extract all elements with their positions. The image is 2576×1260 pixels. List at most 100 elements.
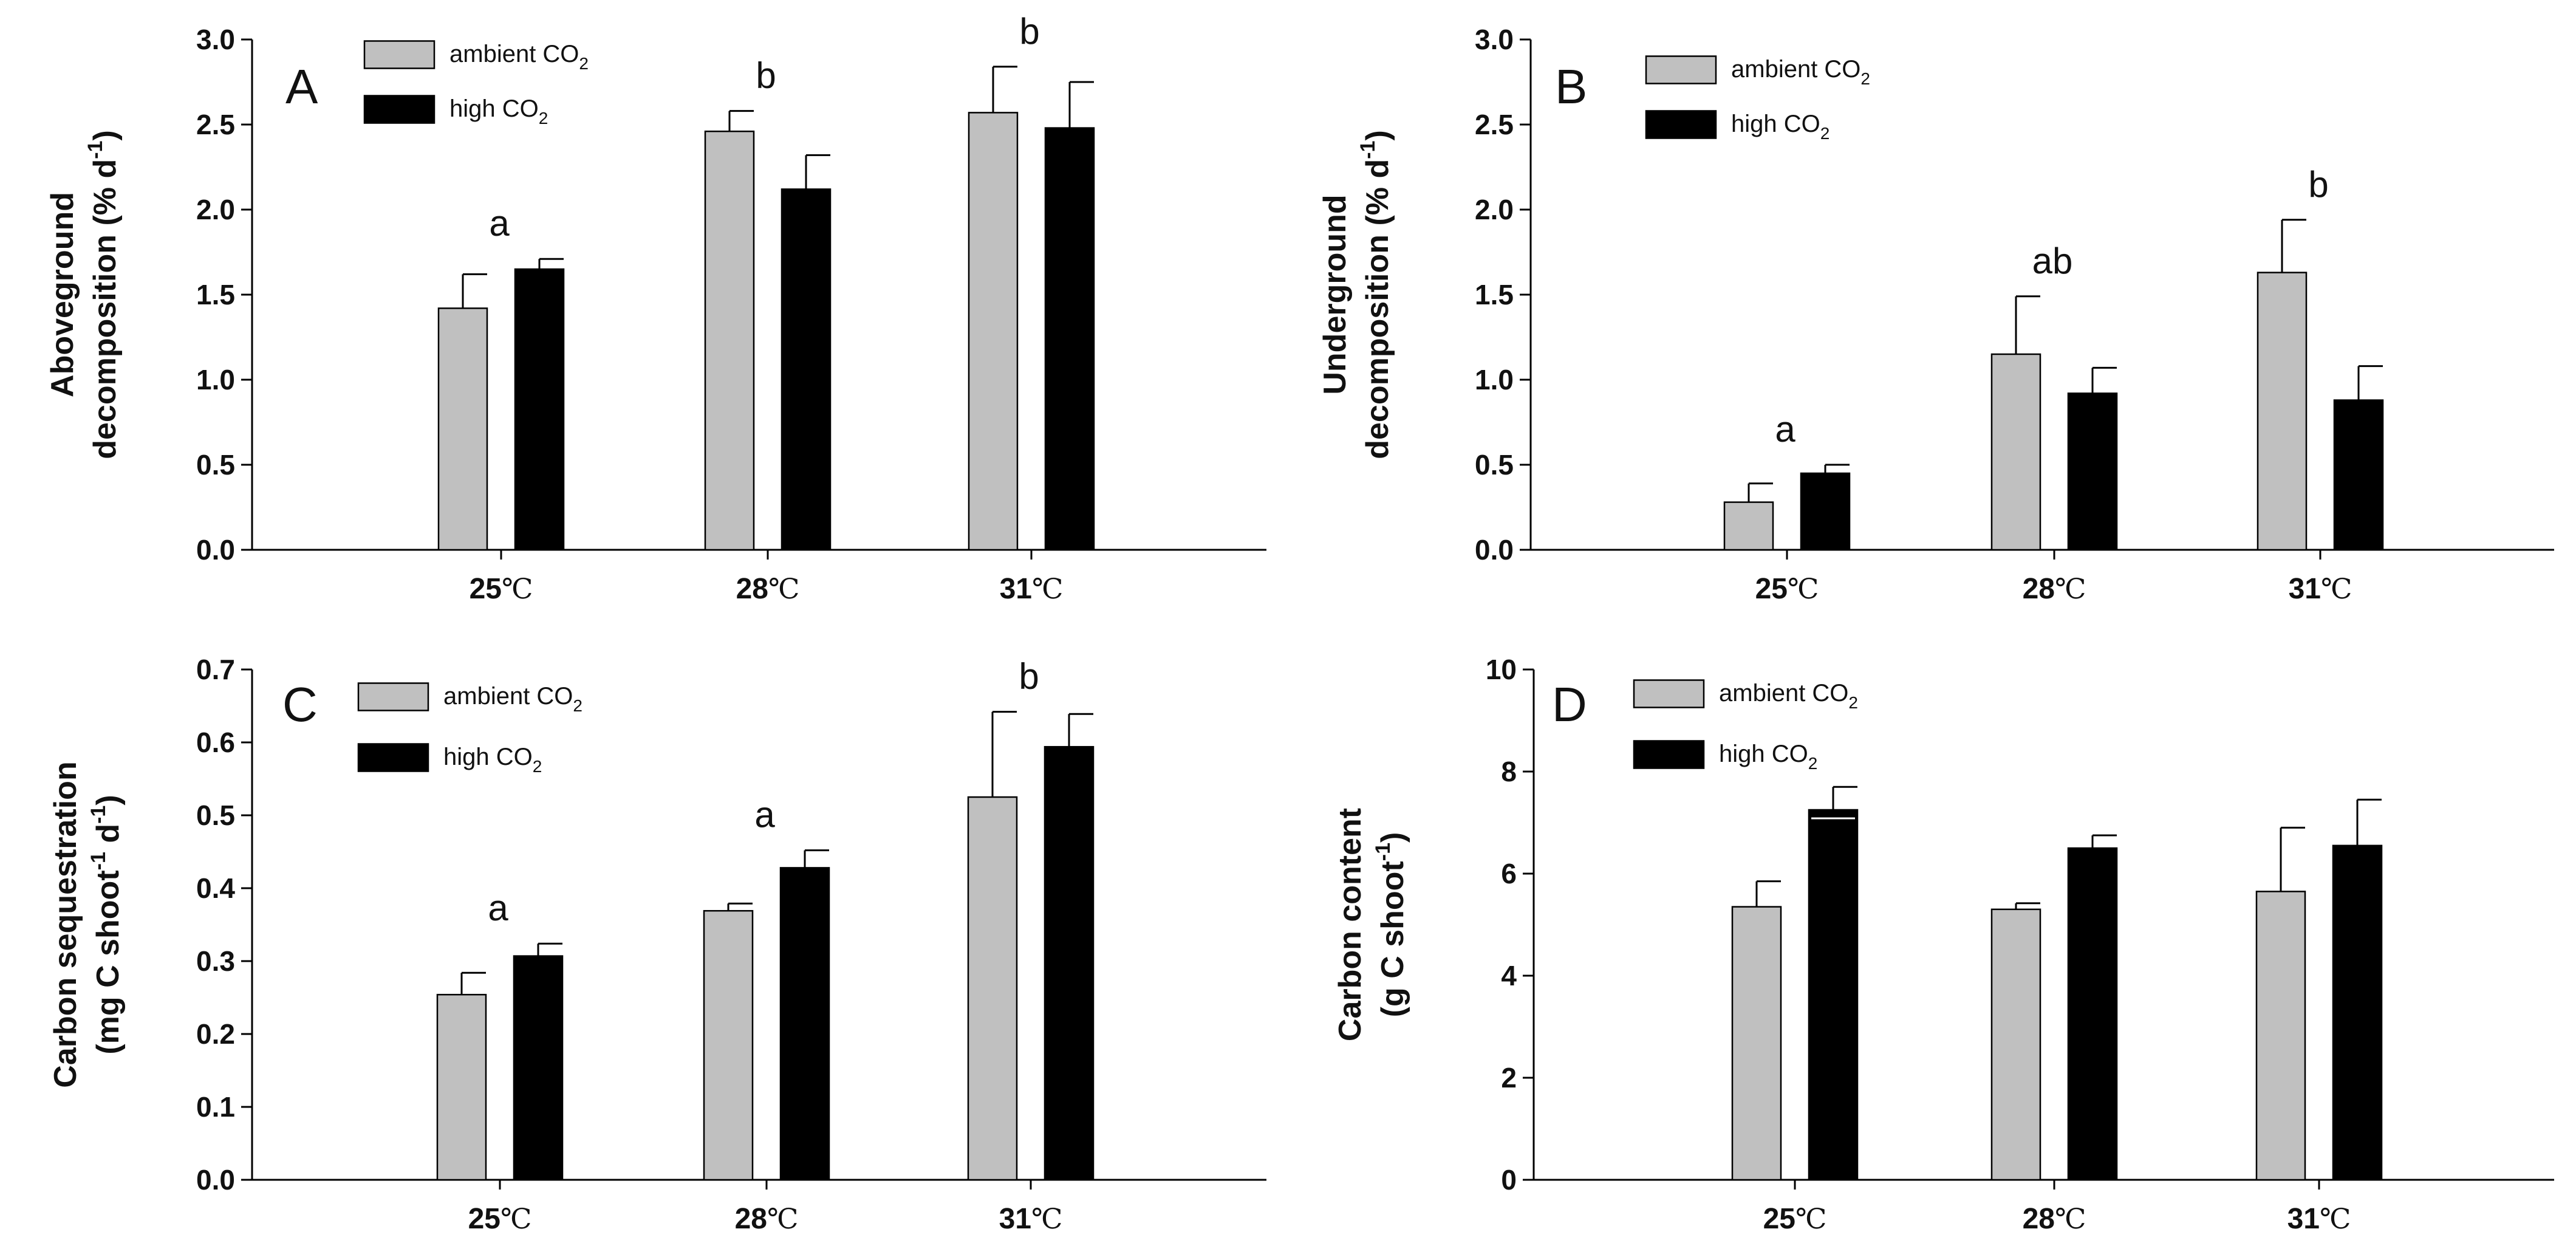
x-tick-label-number: 25	[1763, 1203, 1795, 1235]
y-axis-label-text: )	[1375, 832, 1410, 843]
legend-label: high CO2	[449, 95, 548, 128]
y-axis-label: Carbon sequestration (mg C shoot-1 d-1)	[48, 761, 126, 1087]
legend-label: high CO2	[1719, 741, 1817, 773]
y-axis-label-line2: (g C shoot-1)	[1372, 832, 1410, 1018]
x-tick-label-unit: ℃	[2055, 1202, 2086, 1235]
bar-ambient-31	[968, 112, 1019, 551]
significance-label: b	[1019, 656, 1039, 697]
y-tick-label: 0.5	[1475, 449, 1514, 481]
y-tick-label: 0	[1501, 1164, 1517, 1196]
x-tick-label-unit: ℃	[768, 572, 799, 605]
bar-ambient-31	[2255, 891, 2306, 1181]
legend-label-subscript: 2	[579, 54, 589, 73]
x-tick-label: 31℃	[2287, 1202, 2351, 1235]
y-tick-label: 1.0	[1475, 364, 1514, 395]
x-tick-label-number: 25	[468, 1203, 501, 1235]
bar-high-28	[779, 867, 830, 1181]
x-tick-label: 28℃	[735, 1202, 799, 1235]
legend-label: high CO2	[443, 744, 542, 776]
y-tick-label: 0.2	[196, 1018, 235, 1050]
y-axis-label: Carbon content (g C shoot-1)	[1333, 808, 1410, 1041]
legend-label-main: high CO	[1719, 741, 1808, 767]
legend-label: ambient CO2	[449, 41, 589, 73]
y-tick-label: 2	[1501, 1062, 1517, 1094]
legend-label-subscript: 2	[1808, 754, 1818, 773]
x-tick-label: 31℃	[2289, 572, 2352, 605]
significance-label: a	[489, 203, 510, 244]
bar-high-31	[2332, 844, 2383, 1181]
x-tick-label-number: 28	[2023, 573, 2055, 605]
y-axis-label-superscript: -1	[1372, 843, 1395, 861]
bar-high-31	[1044, 745, 1095, 1181]
significance-label: b	[2308, 164, 2328, 205]
legend-label-main: high CO	[449, 95, 539, 122]
y-tick-label: 2.5	[1475, 109, 1514, 140]
y-tick-label: 0.6	[196, 727, 235, 758]
x-tick-label-number: 31	[2289, 573, 2321, 605]
legend-swatch-high	[363, 95, 436, 124]
significance-label: b	[1019, 11, 1039, 52]
y-axis-label-superscript: -1	[84, 141, 107, 159]
legend-swatch-high	[357, 743, 429, 772]
y-tick-label: 3.0	[1475, 24, 1514, 55]
legend-label-subscript: 2	[539, 109, 548, 128]
y-tick-label: 3.0	[196, 24, 235, 55]
x-tick-label: 31℃	[999, 1202, 1063, 1235]
y-axis-label-line1: Underground	[1317, 194, 1353, 394]
y-tick-label: 0.0	[196, 1164, 235, 1196]
significance-label: b	[756, 55, 776, 96]
legend-swatch-ambient	[357, 682, 429, 711]
bar-ambient-25	[1731, 906, 1782, 1181]
x-tick-label-unit: ℃	[767, 1202, 798, 1235]
y-axis-label-text: d	[91, 824, 126, 852]
y-tick-label: 0.5	[196, 799, 235, 831]
bar-high-25	[1800, 472, 1851, 551]
x-tick-label-number: 25	[1755, 573, 1788, 605]
x-tick-label: 31℃	[1000, 572, 1064, 605]
x-tick-label-unit: ℃	[501, 1202, 531, 1235]
x-tick-label: 28℃	[736, 572, 800, 605]
y-tick-label: 0.4	[196, 872, 235, 904]
panel-letter: D	[1552, 677, 1587, 731]
significance-label: a	[488, 888, 508, 928]
x-tick-label-number: 28	[735, 1203, 767, 1235]
significance-label: ab	[2032, 241, 2073, 281]
chart-a: 0.00.51.01.52.02.53.025℃a28℃b31℃bAambien…	[45, 11, 1266, 605]
bar-high-25	[514, 268, 565, 551]
bar-ambient-28	[1990, 353, 2041, 551]
y-tick-label: 0.5	[196, 449, 235, 481]
bar-ambient-28	[704, 130, 755, 551]
y-tick-label: 0.7	[196, 654, 235, 685]
y-tick-label: 6	[1501, 858, 1517, 889]
bar-high-25	[513, 955, 564, 1181]
y-axis-label-line2: (mg C shoot-1 d-1)	[87, 795, 126, 1054]
bar-high-25	[1808, 809, 1859, 1181]
bar-ambient-25	[1723, 501, 1774, 551]
y-axis-label: Underground decomposition (% d-1)	[1317, 130, 1395, 459]
y-tick-label: 0.0	[196, 534, 235, 566]
y-tick-label: 0.1	[196, 1091, 235, 1123]
y-axis-label-superscript: -1	[87, 806, 110, 824]
y-axis-label-line1: Carbon sequestration	[48, 761, 83, 1087]
bar-high-28	[2067, 847, 2118, 1181]
panel-letter: A	[285, 60, 318, 114]
legend-label: ambient CO2	[443, 683, 583, 715]
x-tick-label: 25℃	[468, 1202, 532, 1235]
legend-label: high CO2	[1731, 111, 1830, 143]
legend-label-main: ambient CO	[1719, 680, 1848, 707]
bar-ambient-31	[2257, 272, 2308, 551]
x-tick-label-unit: ℃	[1795, 1202, 1826, 1235]
y-axis-label-text: decomposition (% d	[1360, 159, 1395, 459]
x-tick-label: 28℃	[2023, 1202, 2086, 1235]
legend-swatch-high	[1633, 740, 1705, 769]
bar-high-28	[781, 188, 832, 551]
significance-label: a	[1775, 409, 1795, 450]
bar-high-28	[2067, 392, 2118, 551]
panel-letter: C	[282, 677, 318, 731]
y-axis-label-superscript: -1	[87, 852, 110, 870]
